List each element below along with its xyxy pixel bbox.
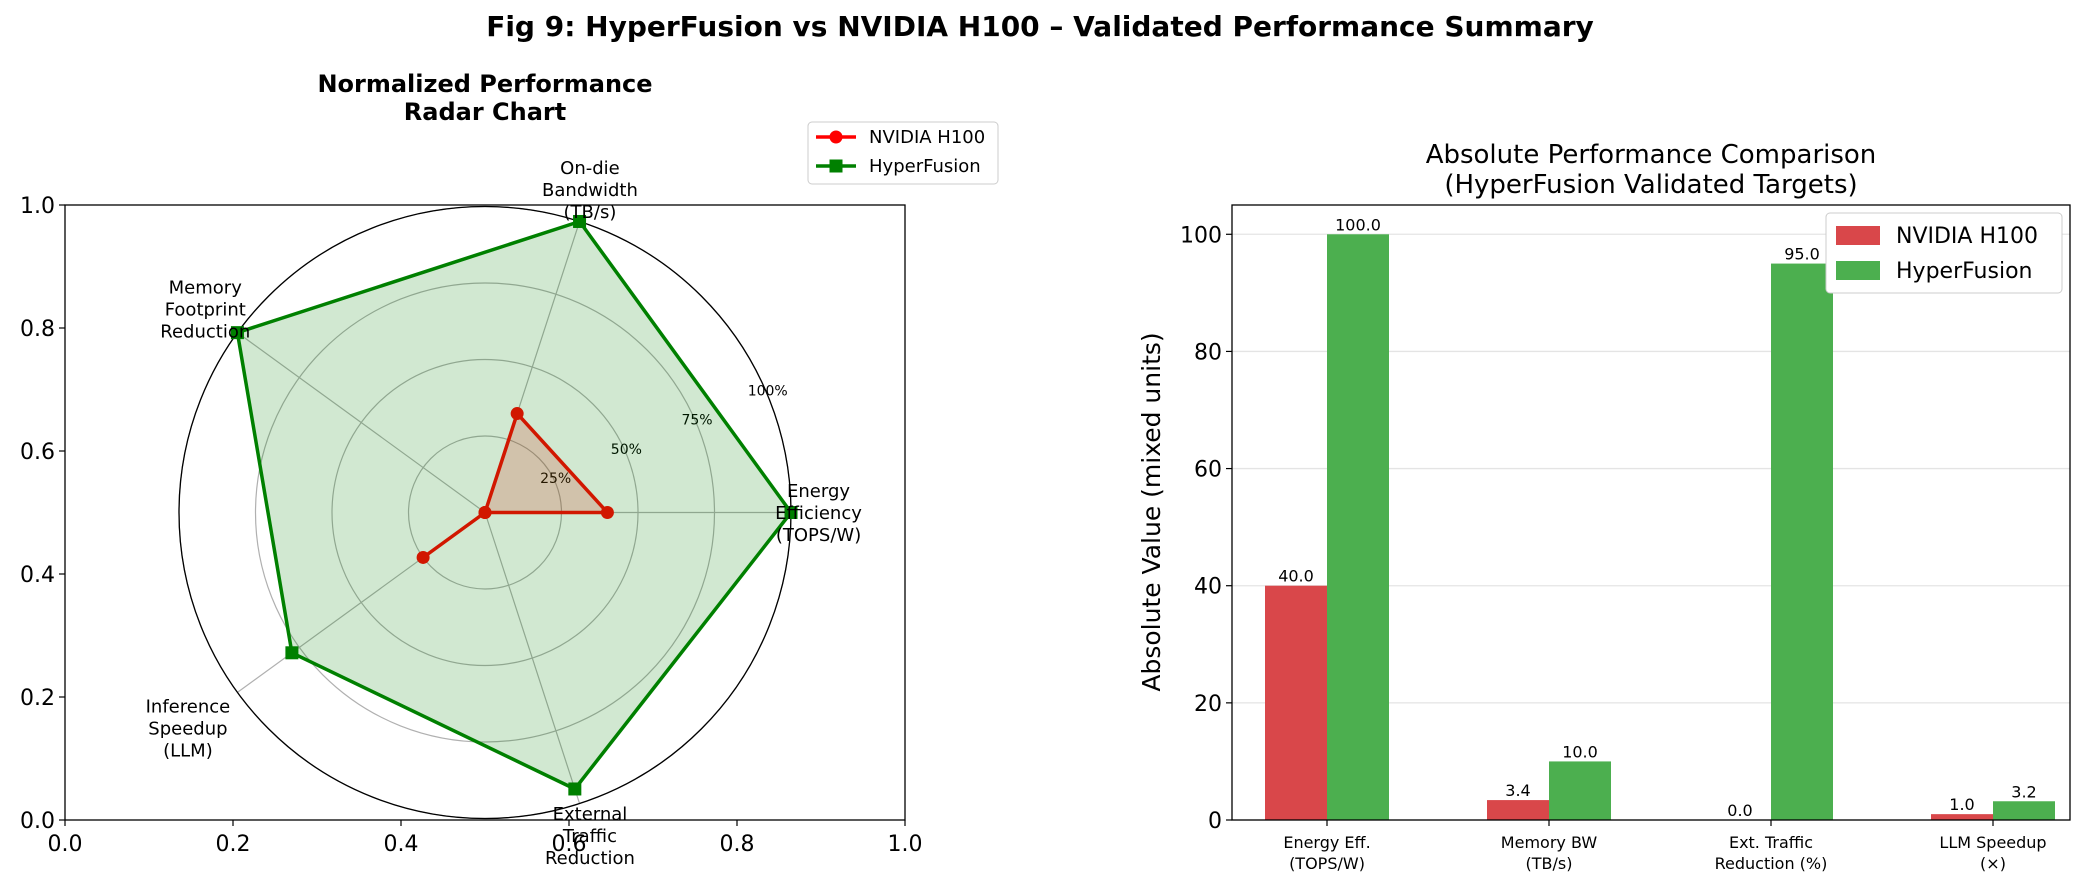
x-tick-label: 0.4 [384,832,419,857]
radar-axis-label: On-die Bandwidth (TB/s) [542,158,638,223]
y-tick-label: 0.8 [20,317,55,342]
radar-axis-label: Energy Efficiency (TOPS/W) [775,481,862,546]
bar-legend: NVIDIA H100 HyperFusion [1825,212,2063,294]
bar-1 [1771,263,1833,821]
radar-line-1 [235,219,793,791]
bar-value-label: 40.0 [1278,567,1314,586]
radar-spoke [484,512,581,804]
bar-value-label: 3.2 [2011,782,2036,801]
bar-frame [1231,204,2071,821]
legend-label: HyperFusion [1896,259,2032,284]
bar-chart-panel: Absolute Performance Comparison (HyperFus… [1137,140,2071,873]
radar-point [784,506,798,519]
radar-title: Normalized Performance Radar Chart [317,70,652,126]
bar-value-label: 95.0 [1784,245,1820,264]
bar-category-label: Memory BW (TB/s) [1501,833,1598,873]
legend-box [1825,212,2063,294]
bar-category-label: LLM Speedup (×) [1939,833,2046,873]
bar-title: Absolute Performance Comparison (HyperFus… [1426,140,1877,200]
x-tick-label: 0.2 [216,832,251,857]
radar-point [573,214,587,228]
x-tick-label: 1.0 [888,832,923,857]
radar-area-0 [423,413,608,558]
radar-radial-tick-label: 100% [748,383,788,399]
bar-0 [1931,814,1993,820]
bar-0 [1265,585,1327,820]
bar-value-label: 3.4 [1505,781,1530,800]
y-tick-label: 0.2 [20,686,55,711]
bar-1 [1549,761,1611,820]
y-tick-label: 0 [1208,809,1222,834]
radar-radial-tick-label: 75% [681,413,712,429]
bar-value-label: 100.0 [1335,215,1381,234]
x-tick-label: 0.8 [720,832,755,857]
radar-point [568,782,582,796]
radar-point [478,506,492,519]
y-tick-label: 20 [1194,692,1222,717]
legend-label: NVIDIA H100 [869,127,985,148]
y-tick-label: 40 [1194,575,1222,600]
y-tick-label: 0.6 [20,440,55,465]
bar-value-label: 10.0 [1562,742,1598,761]
legend-swatch [1836,226,1880,245]
radar-point [510,407,524,421]
legend-label: HyperFusion [869,156,981,177]
bar-1 [1993,801,2055,820]
bar-category-label: Energy Eff. (TOPS/W) [1283,833,1370,873]
radar-axis-label: Inference Speedup (LLM) [146,697,231,762]
y-tick-label: 80 [1194,340,1222,365]
x-tick-label: 0.0 [48,832,83,857]
radar-axis-label: Memory Footprint Reduction [160,278,250,343]
y-tick-label: 1.0 [20,194,55,219]
bar-1 [1327,234,1389,821]
radar-radial-tick-label: 50% [611,442,642,458]
x-tick-label: 0.6 [552,832,587,857]
radar-frame [64,204,906,821]
bar-category-label: Ext. Traffic Reduction (%) [1715,833,1828,873]
y-tick-label: 100 [1180,223,1222,248]
radar-spoke [237,332,486,513]
radar-point [600,506,614,519]
figure-title: Fig 9: HyperFusion vs NVIDIA H100 – Vali… [486,10,1594,43]
radar-point [230,326,244,340]
legend-label: NVIDIA H100 [1896,224,2038,249]
bar-value-label: 1.0 [1949,795,1974,814]
radar-point [416,550,430,564]
legend-marker [829,130,843,144]
radar-axis-label: External Traffic Reduction [545,804,635,869]
bar-0 [1487,800,1549,820]
radar-chart-panel: 0.0 0.2 0.4 0.6 0.8 1.0 0.0 0.2 0.4 0.6 0.8 1.0 Norm… [20,70,999,869]
radar-radial-tick-label: 25% [540,471,571,487]
bar-y-axis-label: Absolute Value (mixed units) [1137,332,1166,691]
radar-area-1 [237,221,791,789]
radar-line-0 [421,411,610,560]
y-tick-label: 0.4 [20,563,55,588]
radar-legend: NVIDIA H100 HyperFusion [807,121,999,185]
y-tick-label: 0.0 [20,809,55,834]
bar-value-label: 0.0 [1727,801,1752,820]
legend-swatch [1836,261,1880,280]
y-tick-label: 60 [1194,458,1222,483]
legend-marker [829,159,843,173]
radar-point [285,646,299,660]
